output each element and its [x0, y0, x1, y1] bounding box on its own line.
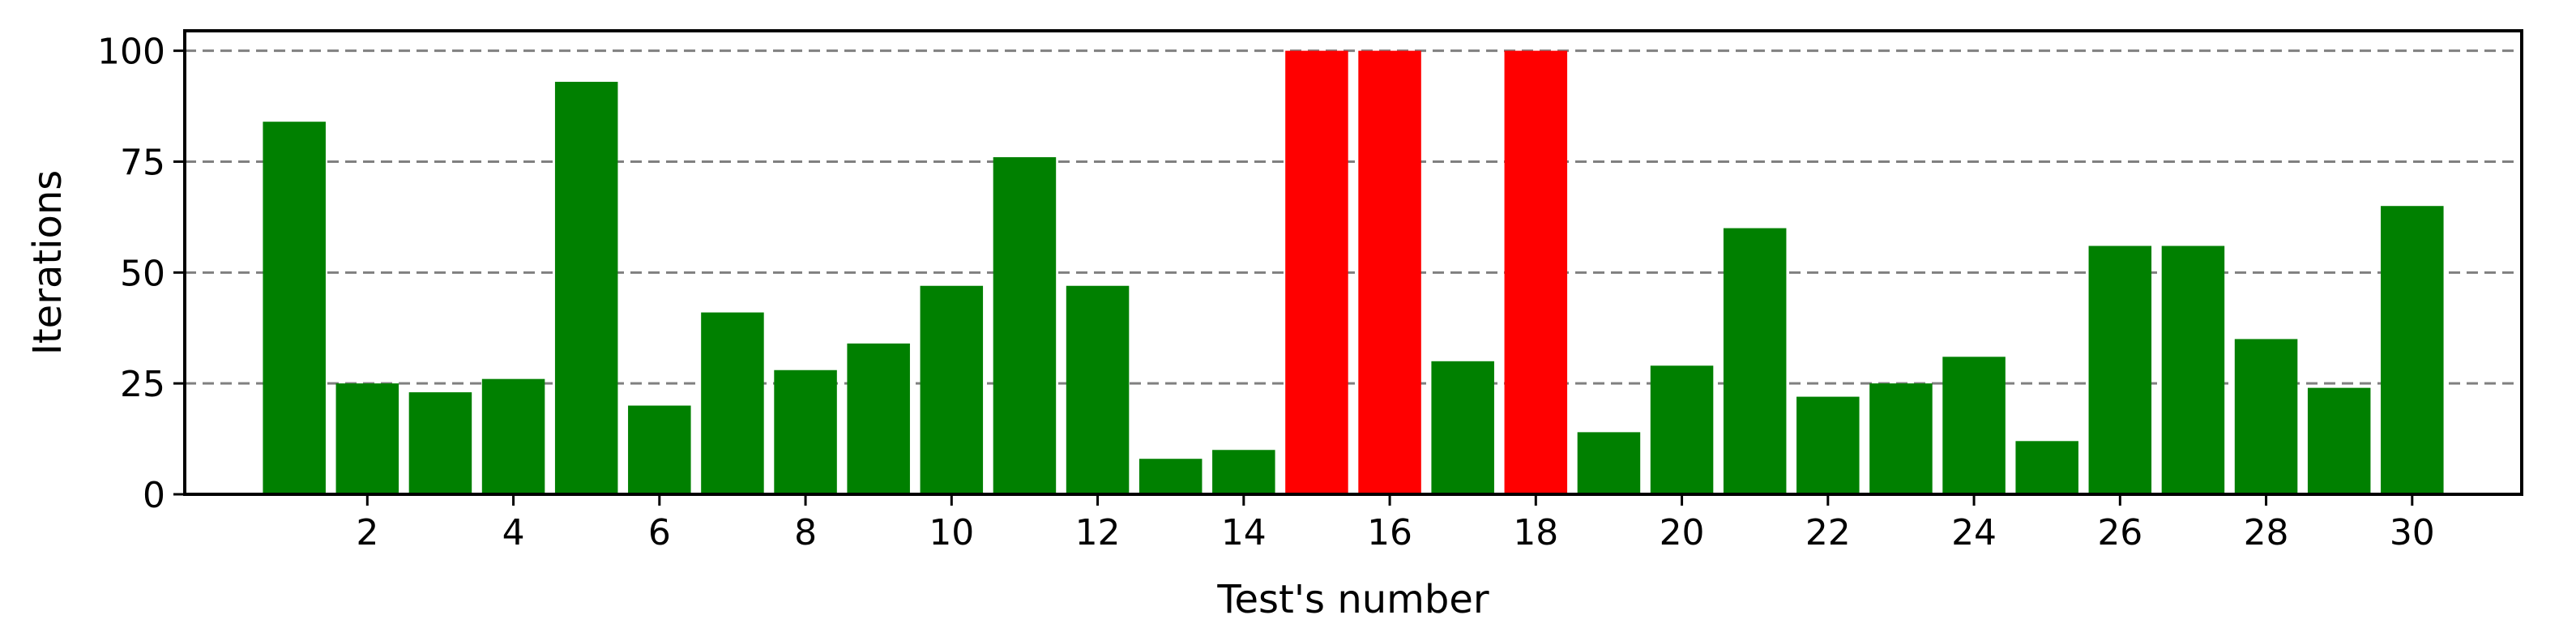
bar-test-22 [1796, 396, 1860, 494]
bar-test-23 [1869, 383, 1933, 494]
bar-test-11 [993, 157, 1057, 494]
x-tick-label: 16 [1367, 512, 1412, 553]
bar-test-10 [920, 285, 984, 494]
bar-test-20 [1650, 365, 1714, 494]
y-tick-label: 50 [120, 253, 165, 294]
bar-test-4 [481, 378, 545, 494]
bar-test-12 [1066, 285, 1130, 494]
x-tick-label: 30 [2390, 512, 2435, 553]
x-tick-label: 2 [356, 512, 378, 553]
x-tick-label: 4 [502, 512, 525, 553]
x-tick-label: 24 [1951, 512, 1997, 553]
bars [263, 50, 2444, 495]
y-axis-label: Iterations [25, 170, 70, 356]
x-tick-label: 28 [2244, 512, 2289, 553]
bar-test-21 [1723, 228, 1787, 494]
bar-test-15 [1285, 50, 1348, 494]
bar-test-29 [2307, 387, 2371, 494]
bar-test-26 [2088, 246, 2152, 494]
bar-test-7 [701, 312, 764, 494]
bar-test-8 [774, 370, 837, 494]
x-tick-label: 14 [1221, 512, 1267, 553]
bar-test-30 [2381, 206, 2444, 495]
bar-test-14 [1212, 450, 1275, 494]
x-axis-label: Test's number [1216, 577, 1489, 622]
x-tick-label: 18 [1513, 512, 1558, 553]
y-tick-label: 25 [120, 364, 165, 405]
bar-test-2 [335, 383, 399, 494]
x-tick-label: 8 [794, 512, 817, 553]
bar-test-27 [2161, 246, 2225, 494]
x-tick-label: 20 [1660, 512, 1705, 553]
bar-test-18 [1504, 50, 1568, 494]
bar-test-3 [408, 392, 472, 494]
x-tick-label: 22 [1805, 512, 1851, 553]
bar-test-19 [1577, 432, 1641, 494]
bar-test-13 [1138, 459, 1203, 494]
x-tick-label: 6 [648, 512, 671, 553]
bar-test-9 [847, 343, 910, 494]
bar-test-1 [263, 122, 326, 495]
bar-test-17 [1431, 361, 1494, 494]
plot-frame [183, 29, 2523, 496]
x-ticks: 2 4 6 8 10 12 14 16 18 20 22 24 26 28 30 [356, 494, 2435, 553]
bar-test-25 [2015, 441, 2078, 494]
bar-test-5 [554, 81, 618, 495]
bar-test-16 [1358, 50, 1421, 494]
y-tick-label: 0 [143, 475, 165, 516]
y-tick-label: 100 [97, 32, 165, 73]
x-tick-label: 26 [2097, 512, 2142, 553]
bar-test-28 [2234, 339, 2298, 494]
y-ticks: 0 25 50 75 100 [97, 32, 185, 516]
x-tick-label: 12 [1075, 512, 1121, 553]
x-tick-label: 10 [929, 512, 974, 553]
bar-test-6 [628, 405, 691, 494]
bar-test-24 [1942, 357, 2006, 494]
y-tick-label: 75 [120, 142, 165, 183]
